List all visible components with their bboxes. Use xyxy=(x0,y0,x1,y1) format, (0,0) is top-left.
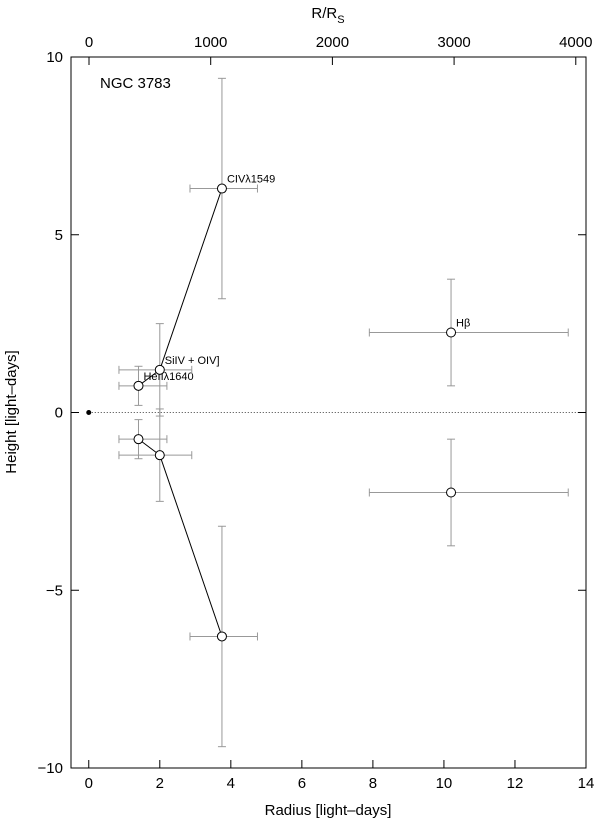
x-tick-label: 6 xyxy=(298,775,306,792)
chart-title: NGC 3783 xyxy=(100,75,171,92)
x2-axis-label: R/RS xyxy=(311,5,344,26)
point-label: CIVλ1549 xyxy=(227,174,275,186)
plot-frame xyxy=(70,56,587,769)
y-tick-label: 10 xyxy=(46,49,63,66)
x2-tick-label: 3000 xyxy=(437,34,470,51)
data-point xyxy=(216,183,227,194)
point-label: SiIV + OIV] xyxy=(165,355,220,367)
data-point xyxy=(133,434,144,445)
point-label: Hβ xyxy=(456,318,470,330)
x-tick-label: 12 xyxy=(507,775,524,792)
x-axis-label: Radius [light–days] xyxy=(265,802,392,819)
y-tick-label: −5 xyxy=(46,582,63,599)
y-tick-label: −10 xyxy=(38,760,63,777)
x-tick-label: 8 xyxy=(369,775,377,792)
x-tick-label: 0 xyxy=(85,775,93,792)
x2-axis-label-sub: S xyxy=(337,14,344,26)
data-point xyxy=(154,450,165,461)
x2-axis-label-main: R/R xyxy=(311,5,337,22)
point-label: HeIIλ1640 xyxy=(143,371,193,383)
origin-point xyxy=(86,410,92,415)
data-point xyxy=(154,364,165,375)
y-tick-label: 5 xyxy=(55,227,63,244)
x-tick-label: 10 xyxy=(436,775,453,792)
y-axis-label: Height [light–days] xyxy=(3,350,20,473)
connecting-line xyxy=(138,438,223,637)
x-tick-label: 4 xyxy=(227,775,235,792)
x-tick-label: 2 xyxy=(156,775,164,792)
data-point xyxy=(133,380,144,391)
data-point xyxy=(446,487,457,498)
x-tick-label: 14 xyxy=(578,775,595,792)
x2-tick-label: 2000 xyxy=(316,34,349,51)
y-tick-label: 0 xyxy=(55,405,63,422)
x2-tick-label: 1000 xyxy=(194,34,227,51)
data-point xyxy=(446,327,457,338)
data-point xyxy=(216,631,227,642)
x2-tick-label: 4000 xyxy=(559,34,592,51)
x2-tick-label: 0 xyxy=(85,34,93,51)
